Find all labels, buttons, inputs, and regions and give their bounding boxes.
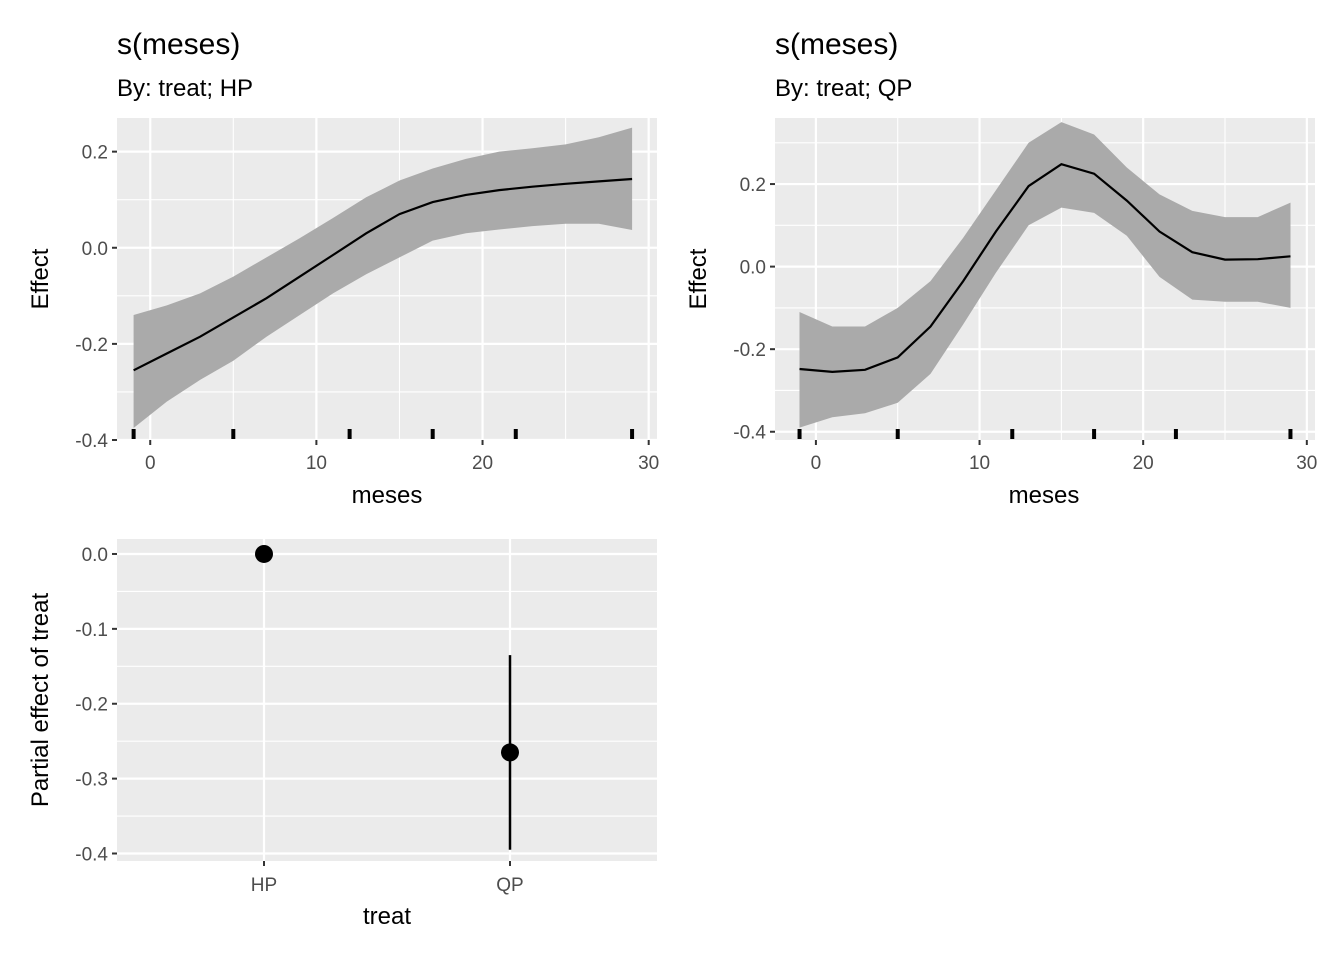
smooth-qp-x-tick-label: 10 (969, 453, 990, 474)
treat-y-tick-label: -0.3 (75, 770, 108, 791)
treat-plot-background (117, 539, 657, 861)
treat-ylabel: Partial effect of treat (27, 593, 54, 808)
smooth-qp-xlabel: meses (1009, 482, 1080, 509)
smooth-hp-y-tick-label: 0.2 (82, 143, 108, 164)
smooth-qp-x-tick-label: 20 (1133, 453, 1154, 474)
smooth-qp-confidence-band (799, 122, 1291, 428)
smooth-qp-y-tick-label: -0.2 (733, 340, 766, 361)
smooth-qp-x-tick-label: 0 (811, 453, 822, 474)
treat-x-tick-label: QP (496, 875, 523, 896)
treat-y-tick-label: 0.0 (82, 545, 108, 566)
smooth-hp-y-tick-label: -0.2 (75, 335, 108, 356)
treat-effect-panel: treat Partial effect of treat -0.4 -0.3 -0… (27, 539, 657, 930)
smooth-hp-x-tick-label: 10 (306, 453, 327, 474)
smooth-qp-subtitle: By: treat; QP (775, 75, 912, 102)
treat-y-tick-label: -0.2 (75, 695, 108, 716)
treat-point (501, 743, 519, 762)
treat-point (255, 544, 273, 563)
smooth-hp-confidence-band (133, 127, 633, 428)
smooth-hp-smooth-line (133, 177, 633, 372)
smooth-hp-xlabel: meses (352, 482, 423, 509)
smooth-qp-x-tick-label: 30 (1296, 453, 1317, 474)
smooth-hp-x-tick-label: 30 (638, 453, 659, 474)
treat-x-tick-label: HP (251, 875, 277, 896)
treat-xlabel: treat (363, 903, 411, 930)
smooth-hp-ylabel: Effect (27, 248, 54, 309)
treat-y-tick-label: -0.1 (75, 620, 108, 641)
smooth-hp-title: s(meses) (117, 28, 240, 61)
smooth-hp-panel: s(meses) By: treat; HP meses Effect 0 10 2… (27, 28, 659, 509)
smooth-qp-panel: s(meses) By: treat; QP meses Effect 0 10 2… (685, 28, 1317, 509)
smooth-qp-title: s(meses) (775, 28, 898, 61)
smooth-qp-ylabel: Effect (685, 248, 712, 309)
smooth-qp-smooth-line (799, 163, 1291, 374)
smooth-hp-subtitle: By: treat; HP (117, 75, 253, 102)
treat-y-tick-label: -0.4 (75, 845, 108, 866)
smooth-qp-y-tick-label: 0.0 (740, 258, 766, 279)
smooth-qp-y-tick-label: -0.4 (733, 423, 766, 444)
smooth-hp-x-tick-label: 0 (145, 453, 156, 474)
smooth-hp-y-tick-label: -0.4 (75, 431, 108, 452)
smooth-hp-y-tick-label: 0.0 (82, 239, 108, 260)
smooth-qp-y-tick-label: 0.2 (740, 175, 766, 196)
smooth-hp-x-tick-label: 20 (472, 453, 493, 474)
